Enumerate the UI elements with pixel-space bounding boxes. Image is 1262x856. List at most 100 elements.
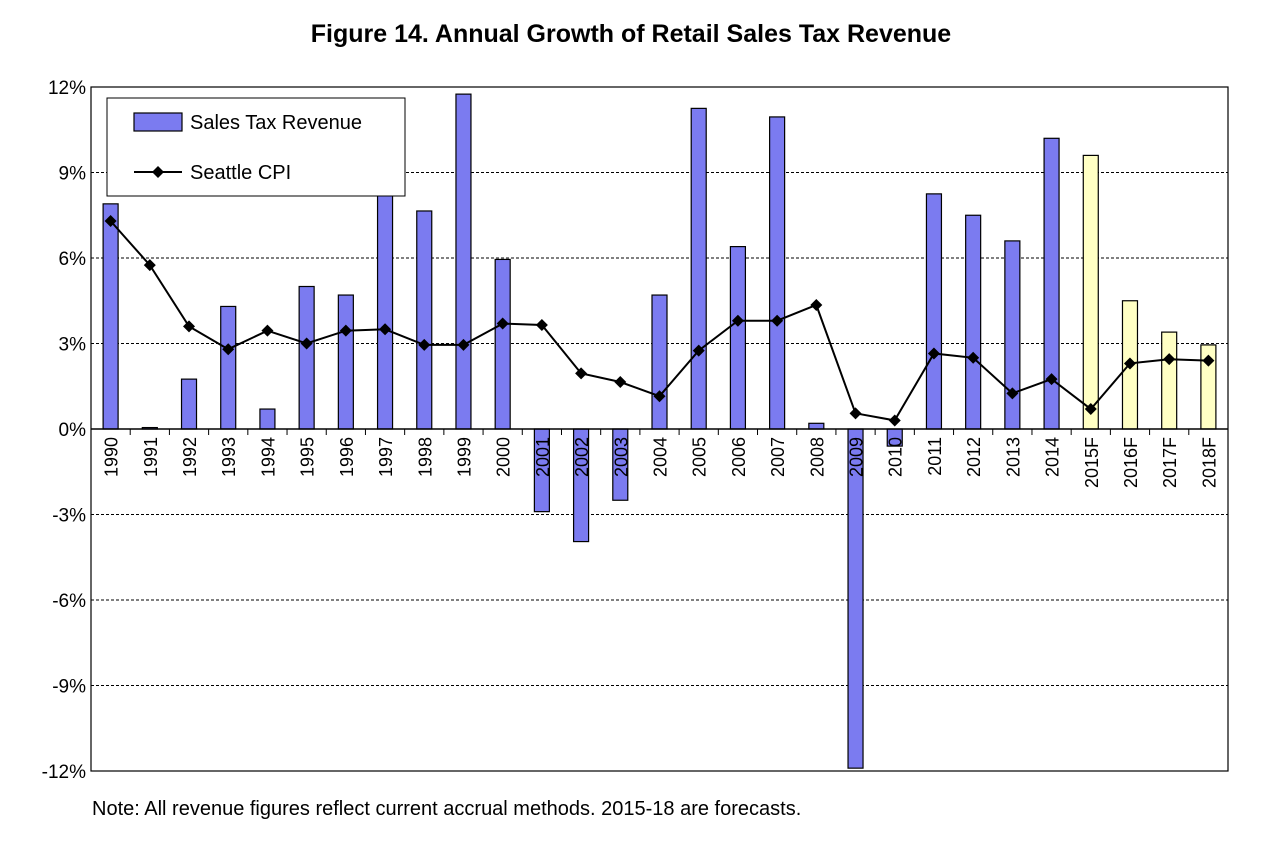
x-tick-label: 1997: [376, 437, 396, 477]
y-tick-label: -3%: [52, 506, 86, 527]
bar: [337, 294, 354, 430]
bar: [494, 258, 511, 430]
bar: [847, 428, 864, 769]
x-tick-label: 2003: [611, 437, 631, 477]
x-tick-label: 2000: [494, 437, 514, 477]
cpi-point: [418, 338, 431, 351]
cpi-point: [575, 367, 588, 380]
cpi-point: [339, 324, 352, 337]
y-tick-label: -6%: [52, 591, 86, 612]
cpi-point: [457, 338, 470, 351]
cpi-point: [927, 347, 940, 360]
cpi-point: [849, 407, 862, 420]
cpi-point: [183, 320, 196, 333]
category-labels: 1990 1991 1992 1993 1994 1995 1996 1997 1998 1999…: [102, 437, 1220, 488]
cpi-point: [1006, 387, 1019, 400]
cpi-point: [653, 390, 666, 403]
bar: [690, 107, 707, 430]
bar: [180, 378, 198, 430]
cpi-point: [222, 343, 235, 356]
x-tick-label: 2001: [533, 437, 553, 477]
cpi-point: [143, 259, 156, 272]
chart-note: Note: All revenue figures reflect curren…: [92, 798, 802, 820]
bar: [651, 294, 668, 430]
cpi-point: [731, 314, 744, 327]
x-tick-label: 2011: [925, 437, 945, 476]
x-tick-label: 2012: [964, 437, 984, 477]
x-tick-label: 2010: [886, 437, 906, 477]
x-tick-label: 2006: [729, 437, 749, 477]
bar: [1161, 331, 1178, 430]
x-tick-label: 2017F: [1160, 437, 1180, 488]
cpi-point: [771, 314, 784, 327]
x-tick-label: 2007: [768, 437, 788, 477]
cpi-point: [967, 351, 980, 364]
x-tick-label: 1992: [180, 437, 200, 477]
legend-swatch-bar: [133, 112, 183, 132]
bar: [298, 285, 315, 430]
bar: [1004, 240, 1021, 430]
bar: [965, 214, 982, 430]
bar: [1082, 154, 1099, 430]
x-tick-label: 1990: [102, 437, 122, 477]
cpi-point: [1084, 403, 1097, 416]
x-tick-label: 2008: [807, 437, 827, 477]
chart-title: Figure 14. Annual Growth of Retail Sales…: [310, 20, 952, 48]
bar: [769, 116, 786, 430]
cpi-point: [261, 324, 274, 337]
bar: [376, 191, 394, 430]
cpi-point: [810, 299, 823, 312]
x-tick-label: 1998: [415, 437, 435, 477]
cpi-point: [379, 323, 392, 336]
x-tick-label: 2014: [1043, 437, 1063, 477]
x-tick-label: 2015F: [1082, 437, 1102, 488]
y-tick-label: 9%: [59, 164, 87, 185]
cpi-series: [104, 214, 1215, 427]
cpi-point: [535, 318, 548, 331]
cpi-point: [888, 414, 901, 427]
cpi-point: [1163, 353, 1176, 366]
legend: Sales Tax Revenue Seattle CPI: [106, 97, 406, 197]
y-tick-label: 6%: [59, 249, 87, 270]
cpi-point: [496, 317, 509, 330]
bar: [808, 422, 825, 430]
cpi-point: [104, 214, 117, 227]
bar: [455, 93, 472, 430]
cpi-point: [692, 344, 705, 357]
axes: 12% 9% 6% 3% 0% -3% -6% -9% -12%: [42, 78, 1229, 783]
bar: [925, 193, 943, 430]
x-tick-label: 1995: [298, 437, 318, 477]
x-tick-label: 1994: [258, 437, 278, 477]
x-tick-label: 2005: [690, 437, 710, 477]
x-tick-label: 2013: [1003, 437, 1023, 477]
y-tick-label: 3%: [59, 335, 87, 356]
legend-label-cpi: Seattle CPI: [190, 162, 291, 184]
legend-swatch-marker: [152, 166, 164, 178]
cpi-point: [614, 375, 627, 388]
y-tick-label: -12%: [42, 762, 86, 783]
bar: [416, 210, 433, 430]
x-tick-label: 1996: [337, 437, 357, 477]
bar: [1043, 137, 1060, 430]
x-tick-label: 2018F: [1199, 437, 1219, 488]
y-tick-label: -9%: [52, 677, 86, 698]
y-tick-label: 12%: [48, 78, 86, 99]
x-tick-label: 1991: [141, 437, 161, 477]
cpi-point: [1202, 354, 1215, 367]
bar: [259, 408, 276, 430]
x-tick-label: 1999: [454, 437, 474, 477]
x-tick-label: 2004: [651, 437, 671, 477]
x-tick-label: 2009: [847, 437, 867, 477]
bar: [102, 203, 119, 430]
x-tick-label: 2002: [572, 437, 592, 477]
cpi-point: [300, 337, 313, 350]
legend-label-sales: Sales Tax Revenue: [190, 112, 362, 134]
bar: [729, 246, 747, 430]
x-tick-label: 2016F: [1121, 437, 1141, 488]
y-tick-label: 0%: [59, 420, 87, 441]
cpi-point: [1045, 373, 1058, 386]
cpi-point: [1123, 357, 1136, 370]
bar: [220, 305, 237, 430]
x-tick-label: 1993: [219, 437, 239, 477]
